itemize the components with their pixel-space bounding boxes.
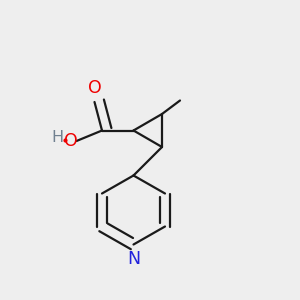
Text: O: O — [88, 79, 101, 97]
Text: H: H — [51, 130, 63, 145]
Text: O: O — [64, 132, 78, 150]
Text: N: N — [127, 250, 140, 268]
